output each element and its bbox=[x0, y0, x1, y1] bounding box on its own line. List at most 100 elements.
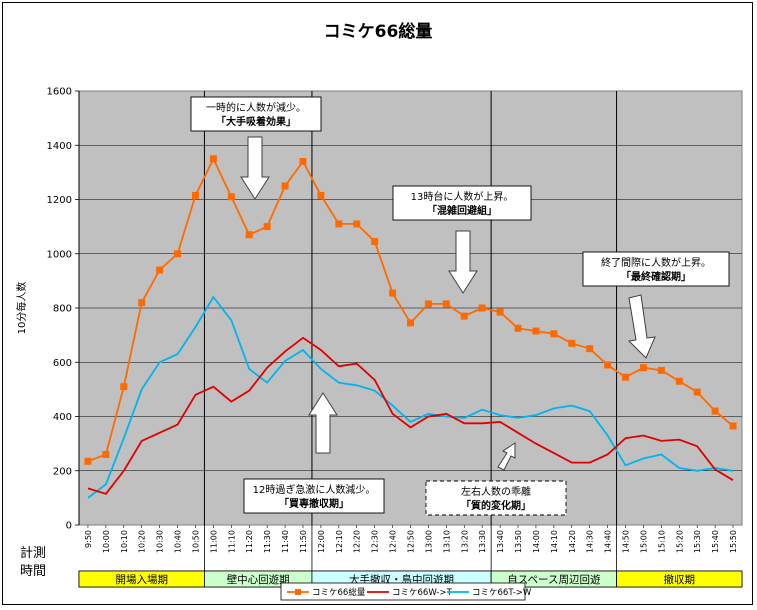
x-tick-label: 14:10 bbox=[550, 530, 559, 553]
data-point bbox=[442, 300, 450, 308]
data-point bbox=[353, 220, 361, 228]
x-tick-label: 10:10 bbox=[120, 530, 129, 553]
x-tick-label: 12:20 bbox=[353, 530, 362, 553]
phase-label: 開場入場期 bbox=[115, 573, 168, 586]
x-tick-label: 12:30 bbox=[371, 530, 380, 553]
annotation-text: 「買専撤収期」 bbox=[279, 497, 349, 510]
data-point bbox=[120, 383, 128, 391]
y-tick-label: 1000 bbox=[47, 249, 72, 260]
series-line bbox=[87, 295, 734, 499]
legend-label: コミケ66T->W bbox=[472, 588, 532, 598]
legend-marker bbox=[295, 589, 301, 595]
phase-label: 撤収期 bbox=[664, 573, 696, 586]
x-tick-label: 12:00 bbox=[317, 530, 326, 553]
data-point bbox=[191, 191, 199, 199]
chart: コミケ66総量 0 200 400 600 800 1000 1200 1400 1600 10… bbox=[15, 21, 743, 601]
data-point bbox=[102, 450, 110, 458]
data-point bbox=[693, 388, 701, 396]
data-point bbox=[424, 300, 432, 308]
data-point bbox=[245, 231, 253, 239]
data-point bbox=[263, 223, 271, 231]
phase-label: 自スペース周辺回遊 bbox=[507, 573, 601, 586]
x-tick-label: 15:40 bbox=[711, 530, 720, 553]
x-tick-label: 14:50 bbox=[622, 530, 631, 553]
data-point bbox=[622, 373, 630, 381]
x-tick-label: 13:10 bbox=[442, 530, 451, 553]
legend: コミケ66総量 コミケ66W->T コミケ66T->W bbox=[280, 582, 532, 601]
series-line bbox=[87, 336, 734, 495]
data-point bbox=[478, 304, 486, 312]
x-tick-label: 11:10 bbox=[227, 530, 236, 553]
data-point bbox=[138, 299, 146, 307]
x-tick-label: 11:30 bbox=[263, 530, 272, 553]
x-tick-label: 11:20 bbox=[245, 530, 254, 553]
phase-label: 壁中心回遊期 bbox=[227, 573, 290, 586]
annotation-box bbox=[392, 185, 532, 221]
data-point bbox=[227, 193, 235, 201]
y-tick-label: 200 bbox=[53, 466, 72, 477]
legend-box bbox=[280, 582, 526, 601]
data-point bbox=[532, 327, 540, 335]
data-point bbox=[174, 250, 182, 258]
x-tick-label: 14:20 bbox=[568, 530, 577, 553]
x-tick-label: 13:00 bbox=[424, 530, 433, 553]
y-axis-label: 10分毎人数 bbox=[15, 282, 28, 335]
data-point bbox=[496, 308, 504, 316]
annotation-arrow bbox=[448, 230, 478, 294]
annotation-text: 左右人数の乖離 bbox=[461, 485, 531, 498]
phase-row-label-line2: 時間 bbox=[20, 564, 46, 579]
x-tick-label: 10:30 bbox=[156, 530, 165, 553]
annotation-text: 「大手吸着効果」 bbox=[216, 115, 296, 128]
annotation-box bbox=[243, 478, 385, 514]
annotation-arrow bbox=[308, 392, 338, 454]
x-tick-label: 10:50 bbox=[191, 530, 200, 553]
y-tick-label: 400 bbox=[53, 412, 72, 423]
x-tick-label: 13:30 bbox=[478, 530, 487, 553]
x-tick-label: 9:50 bbox=[84, 530, 93, 548]
x-tick-label: 10:00 bbox=[102, 530, 111, 553]
annotation-text: 一時的に人数が減少。 bbox=[206, 101, 306, 114]
y-tick-label: 1200 bbox=[47, 195, 72, 206]
data-point bbox=[317, 191, 325, 199]
x-tick-label: 15:20 bbox=[675, 530, 684, 553]
annotation-arrow bbox=[240, 136, 270, 200]
annotation-arrow bbox=[497, 442, 516, 471]
data-point bbox=[299, 158, 307, 166]
data-point bbox=[407, 319, 414, 327]
legend-label: コミケ66W->T bbox=[392, 588, 453, 598]
data-point bbox=[586, 345, 594, 353]
annotation-arrow bbox=[627, 294, 656, 359]
data-point bbox=[335, 220, 343, 228]
data-point bbox=[639, 364, 647, 372]
x-tick-label: 13:40 bbox=[496, 530, 505, 553]
y-tick-label: 0 bbox=[66, 521, 72, 532]
data-point bbox=[657, 366, 665, 374]
y-tick-label: 1600 bbox=[47, 87, 72, 98]
data-point bbox=[568, 339, 576, 347]
annotation-box bbox=[190, 96, 322, 132]
y-tick-label: 800 bbox=[53, 304, 72, 315]
x-tick-label: 15:10 bbox=[657, 530, 666, 553]
phase-cell bbox=[616, 570, 743, 588]
data-point bbox=[84, 457, 92, 465]
x-tick-label: 13:50 bbox=[514, 530, 523, 553]
x-tick-label: 12:10 bbox=[335, 530, 344, 553]
legend-label: コミケ66総量 bbox=[312, 587, 366, 598]
data-point bbox=[281, 182, 289, 190]
x-tick-label: 14:30 bbox=[586, 530, 595, 553]
data-point bbox=[604, 361, 612, 369]
annotation-text: 12時過ぎ急激に人数減少。 bbox=[253, 483, 376, 496]
x-tick-label: 11:00 bbox=[209, 530, 218, 553]
x-tick-label: 14:40 bbox=[604, 530, 613, 553]
annotation-text: 「混雑回避組」 bbox=[427, 204, 497, 217]
annotation-text: 終了間際に人数が上昇。 bbox=[601, 256, 711, 269]
x-tick-label: 10:40 bbox=[174, 530, 183, 553]
data-point bbox=[389, 289, 397, 297]
x-tick-label: 11:50 bbox=[299, 530, 308, 553]
data-point bbox=[460, 312, 468, 320]
x-tick-label: 15:00 bbox=[639, 530, 648, 553]
chart-title: コミケ66総量 bbox=[324, 21, 433, 42]
annotation-text: 「最終確認期」 bbox=[621, 270, 691, 283]
data-point bbox=[209, 155, 217, 163]
annotation-box bbox=[582, 251, 730, 287]
